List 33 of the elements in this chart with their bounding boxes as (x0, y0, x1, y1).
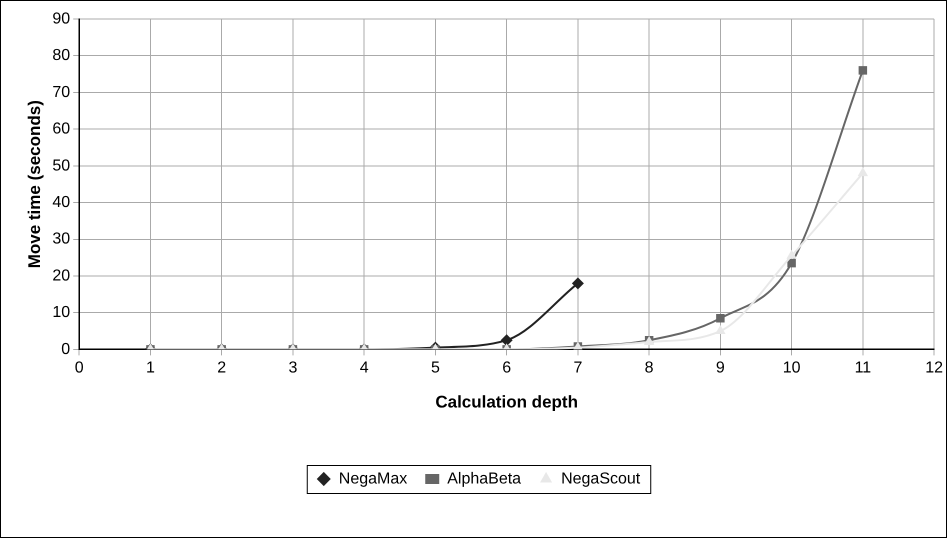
y-tick-label: 30 (52, 230, 70, 248)
x-tick-label: 10 (782, 359, 801, 376)
legend-label: NegaMax (338, 470, 408, 488)
y-tick-label: 90 (52, 10, 70, 28)
y-tick-label: 0 (61, 340, 70, 358)
y-tick-label: 10 (52, 304, 70, 322)
legend-label: AlphaBeta (447, 470, 522, 488)
y-tick-label: 50 (52, 157, 70, 174)
x-tick-label: 2 (217, 359, 226, 376)
x-tick-label: 0 (74, 359, 84, 376)
y-tick-label: 80 (52, 47, 70, 64)
y-tick-label: 60 (52, 120, 70, 138)
x-tick-label: 5 (430, 359, 440, 376)
x-tick-label: 6 (502, 359, 512, 376)
point (786, 250, 797, 259)
x-axis-title: Calculation depth (435, 392, 578, 412)
x-tick-label: 8 (644, 359, 654, 376)
x-tick-label: 7 (573, 359, 582, 376)
legend-label: NegaScout (561, 470, 641, 488)
y-tick-label: 20 (52, 267, 70, 284)
point (787, 258, 796, 268)
y-tick-label: 70 (52, 84, 70, 101)
x-tick-label: 1 (146, 359, 155, 376)
x-tick-label: 11 (854, 359, 872, 376)
y-tick-label: 40 (52, 194, 70, 211)
point (858, 167, 868, 176)
x-tick-label: 9 (716, 359, 725, 376)
y-axis-title: Move time (seconds) (24, 100, 44, 268)
point (858, 66, 868, 75)
x-tick-label: 12 (925, 359, 944, 376)
point (715, 325, 726, 334)
x-tick-label: 3 (288, 359, 298, 376)
x-tick-label: 4 (360, 359, 369, 376)
